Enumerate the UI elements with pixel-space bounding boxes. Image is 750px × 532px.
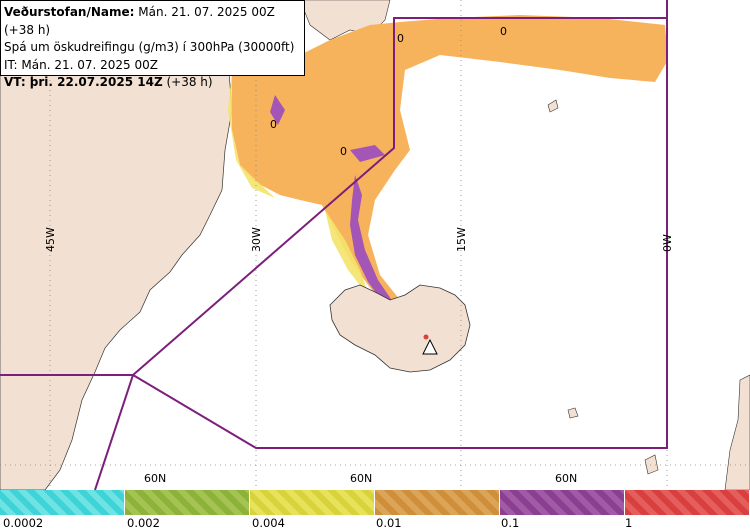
lon-label-0w: 0W <box>661 234 674 252</box>
legend-swatch-6 <box>625 490 750 515</box>
small-island <box>644 454 659 475</box>
eruption-source-icon <box>423 334 429 340</box>
concentration-legend: 0.0002 0.002 0.004 0.01 0.1 1 <box>0 490 750 532</box>
legend-swatch-2 <box>125 490 250 515</box>
ash-purple-patches <box>270 95 385 162</box>
legend-labels: 0.0002 0.002 0.004 0.01 0.1 1 <box>0 515 750 532</box>
legend-swatch-5 <box>500 490 625 515</box>
volcano-marker-icon <box>422 338 438 355</box>
ash-orange-region <box>232 15 668 335</box>
contour-label: 0 <box>500 25 507 38</box>
legend-color-bar <box>0 490 750 515</box>
small-island <box>567 407 579 419</box>
ash-yellow-fringe <box>228 70 370 298</box>
forecast-info-box: Veðurstofan/Name: Mán. 21. 07. 2025 00Z … <box>0 0 305 89</box>
legend-label-4: 0.01 <box>376 516 402 530</box>
legend-label-3: 0.004 <box>252 516 285 530</box>
airspace-boundary <box>0 0 668 490</box>
contour-label: 0 <box>340 145 347 158</box>
info-line-valid-time: VT: þri. 22.07.2025 14Z (+38 h) <box>4 75 213 89</box>
ash-dispersion-map: 45W 30W 15W 0W 60N 60N 60N 0 0 0 0 <box>0 0 750 490</box>
iceland-land <box>329 284 471 373</box>
greenland-land <box>0 0 233 490</box>
contour-label: 0 <box>270 118 277 131</box>
legend-label-2: 0.002 <box>127 516 160 530</box>
legend-label-5: 0.1 <box>501 516 520 530</box>
lat-label-1: 60N <box>144 472 166 485</box>
info-line-issuer: Veðurstofan/Name: Mán. 21. 07. 2025 00Z … <box>4 5 275 37</box>
lon-label-45w: 45W <box>44 227 57 252</box>
contour-label: 0 <box>397 32 404 45</box>
legend-swatch-4 <box>375 490 500 515</box>
lat-label-3: 60N <box>555 472 577 485</box>
lon-label-15w: 15W <box>455 227 468 252</box>
legend-label-1: 0.0002 <box>3 516 44 530</box>
east-coast-land <box>724 374 750 490</box>
info-line-description: Spá um öskudreifingu (g/m3) í 300hPa (30… <box>4 40 295 54</box>
legend-swatch-3 <box>250 490 375 515</box>
legend-label-6: 1 <box>625 516 633 530</box>
lat-label-2: 60N <box>350 472 372 485</box>
small-island <box>547 99 559 113</box>
legend-swatch-1 <box>0 490 125 515</box>
info-line-issue-time: IT: Mán. 21. 07. 2025 00Z <box>4 57 158 72</box>
lon-label-30w: 30W <box>250 227 263 252</box>
